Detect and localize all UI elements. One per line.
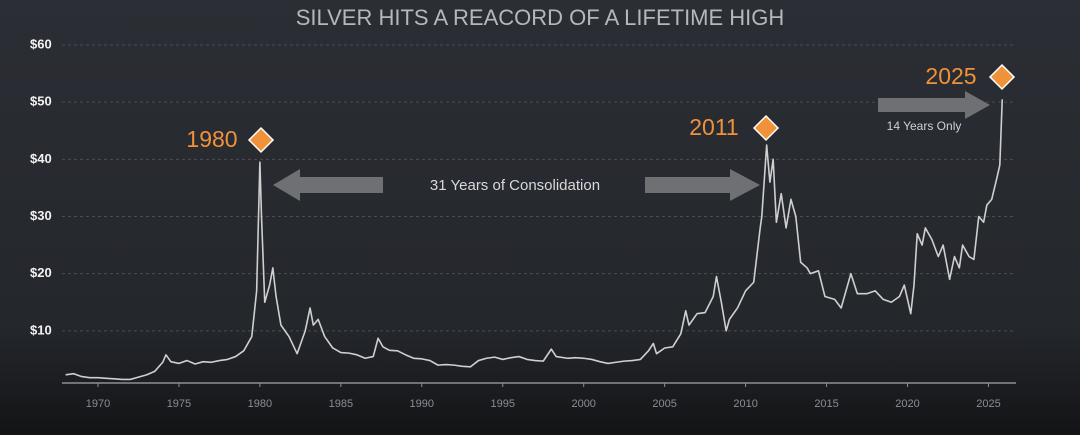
arrow-left [273, 169, 383, 201]
y-tick-label: $10 [30, 322, 52, 337]
annotation: 14 Years Only [887, 119, 962, 133]
arrow-right-small [878, 91, 990, 119]
price-line [65, 99, 1004, 381]
x-tick-label: 1985 [329, 398, 353, 410]
x-tick-label: 1975 [167, 398, 191, 410]
chart-title: SILVER HITS A REACORD OF A LIFETIME HIGH [296, 5, 785, 30]
x-tick-label: 2000 [571, 398, 595, 410]
x-tick-label: 2005 [652, 398, 676, 410]
x-tick-label: 2010 [733, 398, 757, 410]
y-tick-label: $20 [30, 265, 52, 280]
arrow-right [645, 169, 760, 201]
y-tick-label: $30 [30, 208, 52, 223]
marker-diamond [988, 63, 1016, 91]
x-tick-label: 2015 [814, 398, 838, 410]
y-tick-label: $50 [30, 94, 52, 109]
annotation: 2011 [689, 114, 738, 140]
annotation: 2025 [925, 63, 976, 89]
marker-diamond [752, 114, 780, 142]
x-tick-label: 1995 [491, 398, 515, 410]
y-tick-label: $40 [30, 151, 52, 166]
annotation: 31 Years of Consolidation [430, 177, 600, 194]
x-tick-label: 1970 [86, 398, 110, 410]
annotation: 1980 [186, 126, 237, 152]
x-tick-label: 1990 [410, 398, 434, 410]
x-tick-label: 2020 [895, 398, 919, 410]
x-tick-label: 1980 [248, 398, 272, 410]
marker-diamond [247, 126, 275, 154]
x-tick-label: 2025 [976, 398, 1000, 410]
y-tick-label: $60 [30, 36, 52, 51]
